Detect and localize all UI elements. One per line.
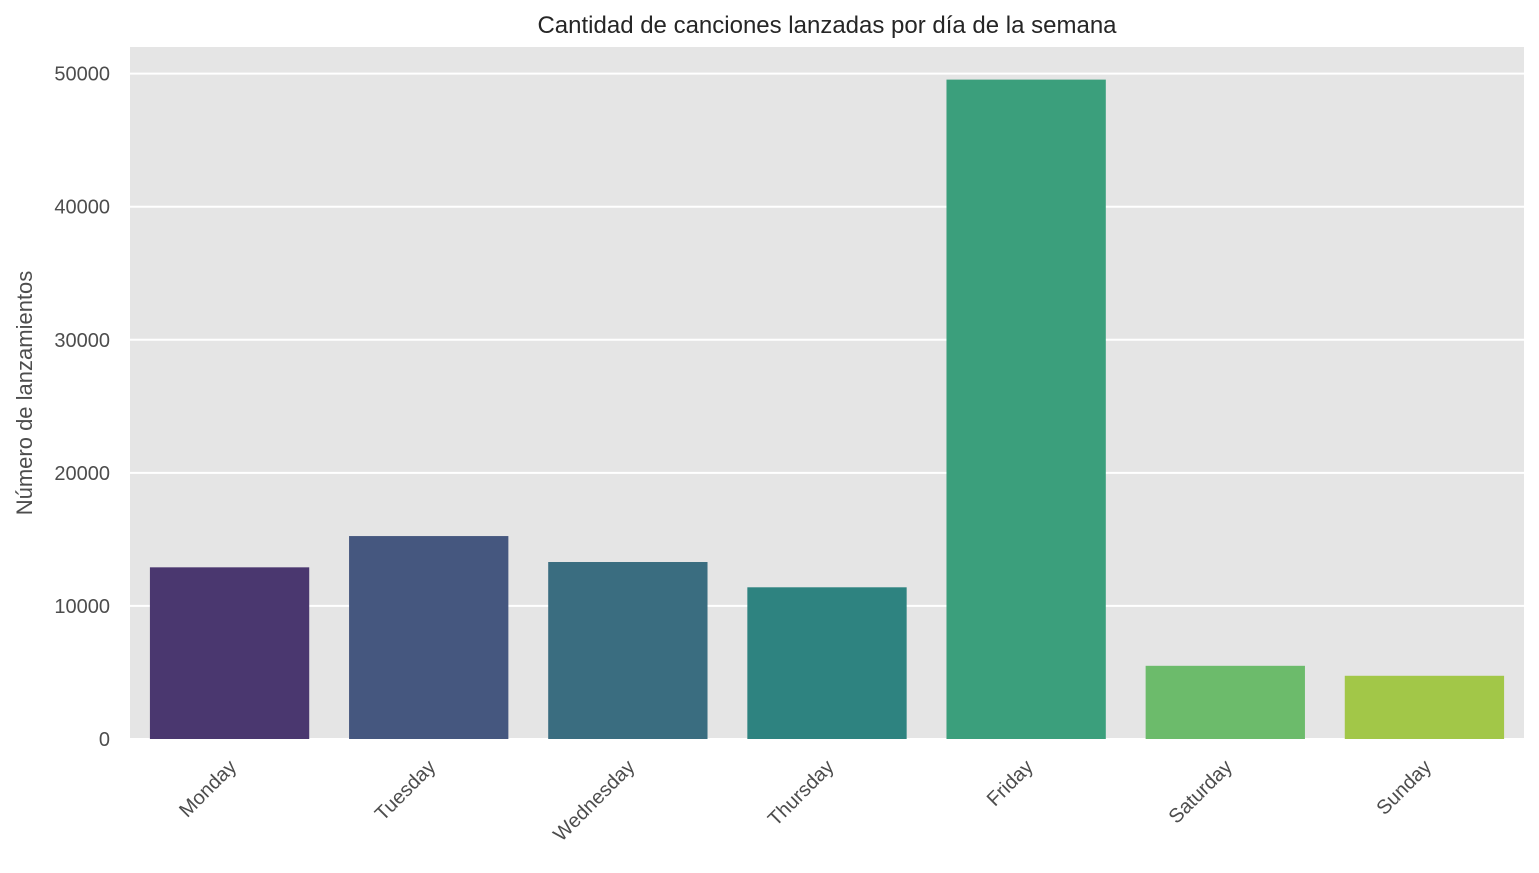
y-tick-labels: 0 10000 20000 30000 40000 50000 xyxy=(54,64,110,751)
y-tick-label: 20000 xyxy=(54,463,110,485)
bar-friday xyxy=(946,79,1106,740)
y-tick-label: 50000 xyxy=(54,64,110,86)
bars xyxy=(149,79,1505,740)
bar-saturday xyxy=(1145,665,1305,739)
x-tick-label: Friday xyxy=(983,756,1038,811)
x-tick-label: Saturday xyxy=(1165,756,1237,828)
x-tick-label: Wednesday xyxy=(549,756,639,846)
y-tick-label: 0 xyxy=(99,729,110,751)
y-tick-label: 30000 xyxy=(54,330,110,352)
x-tick-label: Thursday xyxy=(764,756,839,831)
x-tick-label: Sunday xyxy=(1372,756,1436,820)
x-tick-label: Monday xyxy=(175,756,241,822)
y-axis-label: Número de lanzamientos xyxy=(12,271,37,516)
bar-sunday xyxy=(1344,675,1505,739)
bar-wednesday xyxy=(548,562,708,739)
y-tick-label: 40000 xyxy=(54,197,110,219)
x-tick-label: Tuesday xyxy=(371,756,440,825)
bar-tuesday xyxy=(349,536,509,739)
bar-monday xyxy=(149,567,310,739)
x-tick-labels: Monday Tuesday Wednesday Thursday Friday Satu… xyxy=(175,756,1436,846)
chart-title: Cantidad de canciones lanzadas por día d… xyxy=(537,12,1117,39)
y-tick-label: 10000 xyxy=(54,596,110,618)
bar-thursday xyxy=(747,587,907,739)
